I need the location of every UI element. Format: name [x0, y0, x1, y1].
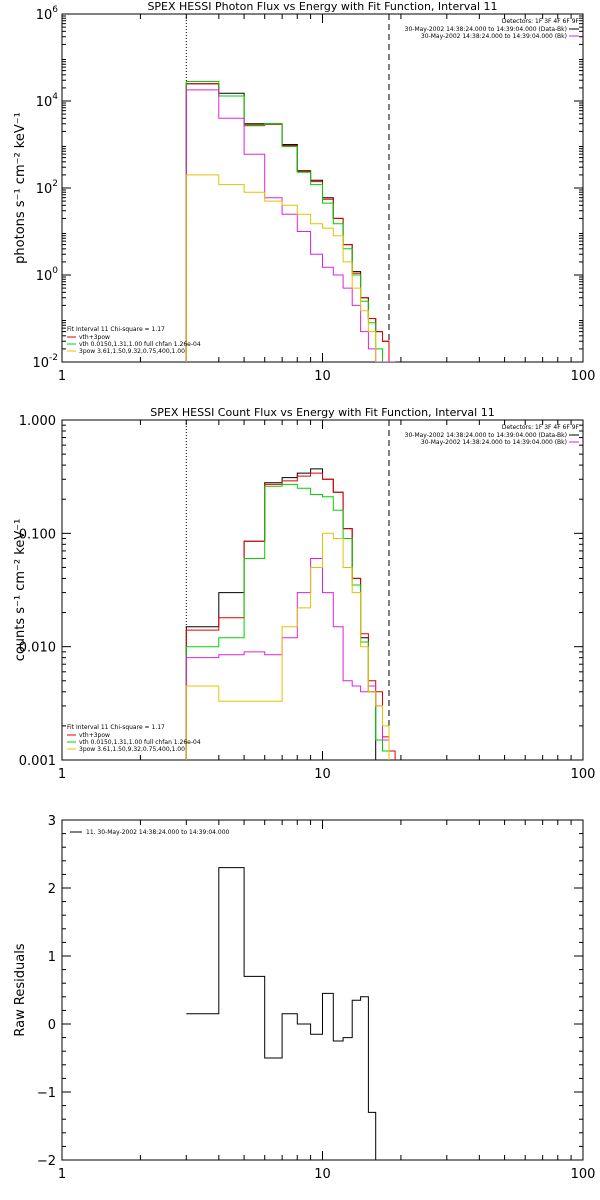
x-tick-label: 1	[58, 1167, 66, 1182]
series-5-line	[185, 174, 377, 362]
axes-frame	[61, 819, 584, 1161]
y-tick-label: 104	[36, 92, 59, 110]
fit-legend-entry: 3pow 3.61,1.50,9.32,0.75,400,1.00	[79, 348, 185, 355]
y-tick-label: 1	[48, 950, 56, 965]
interval-label: 30-May-2002 14:38:24.000 to 14:39:04.000…	[405, 26, 567, 33]
y-tick-label: 10-2	[32, 353, 58, 371]
series-2-line	[185, 472, 396, 760]
series-5-line	[185, 532, 390, 760]
x-tick-label: 10	[314, 767, 331, 782]
x-tick-label: 10	[314, 1167, 331, 1182]
series-4-line	[185, 89, 396, 362]
x-tick-label: 100	[571, 767, 596, 782]
y-tick-label: −1	[37, 1086, 56, 1101]
x-tick-label: 1	[58, 767, 66, 782]
fit-legend-entry: vth+3pow	[79, 732, 110, 739]
x-tick-label: 100	[571, 1167, 596, 1182]
y-tick-label: −2	[37, 1154, 56, 1169]
x-tick-label: 10	[314, 369, 331, 384]
x-tick-label: 1	[58, 369, 66, 384]
interval-label: 30-May-2002 14:38:24.000 to 14:39:04.000…	[421, 33, 567, 40]
y-tick-label: 0.100	[19, 527, 56, 542]
series-group	[186, 867, 389, 1160]
y-tick-label: 3	[48, 814, 56, 829]
chart-title: SPEX HESSI Count Flux vs Energy with Fit…	[150, 406, 494, 419]
series-3-line	[185, 483, 390, 760]
series-4-line	[185, 558, 390, 760]
series-1-line	[186, 867, 389, 1160]
chart-panel-1: SPEX HESSI Photon Flux vs Energy with Fi…	[13, 0, 595, 384]
fit-legend-entry: 3pow 3.61,1.50,9.32,0.75,400,1.00	[79, 746, 185, 753]
fit-legend-entry: vth+3pow	[79, 334, 110, 341]
series-group	[185, 81, 396, 362]
chart-title: SPEX HESSI Photon Flux vs Energy with Fi…	[147, 0, 497, 13]
detectors-label: Detectors: 1F 3F 4F 6F 9F	[502, 18, 580, 25]
fit-legend-title: Fit Interval 11 Chi-square = 1.17	[67, 326, 165, 333]
interval-label: 30-May-2002 14:38:24.000 to 14:39:04.000…	[421, 439, 567, 446]
y-tick-label: 106	[36, 5, 59, 23]
fit-legend-title: Fit Interval 11 Chi-square = 1.17	[67, 724, 165, 731]
series-1-line	[185, 468, 377, 760]
interval-label: 30-May-2002 14:38:24.000 to 14:39:04.000…	[405, 432, 567, 439]
fit-legend-entry: vth 0.0150,1.31,1.00 full chfan 1.26e-04	[79, 739, 201, 746]
y-axis-label: counts s⁻¹ cm⁻² keV⁻¹	[13, 519, 28, 662]
y-axis-label: photons s⁻¹ cm⁻² keV⁻¹	[13, 112, 28, 264]
series-3-line	[185, 81, 396, 362]
series-1-line	[185, 83, 390, 362]
y-tick-label: 2	[48, 882, 56, 897]
series-2-line	[185, 83, 396, 362]
fit-legend-entry: vth 0.0150,1.31,1.00 full chfan 1.26e-04	[79, 341, 201, 348]
y-tick-label: 102	[36, 179, 58, 197]
y-tick-label: 100	[36, 266, 59, 284]
y-tick-label: 1.000	[19, 414, 56, 429]
series-group	[185, 468, 396, 760]
residual-legend-label: 11. 30-May-2002 14:38:24.000 to 14:39:04…	[86, 829, 230, 836]
detectors-label: Detectors: 1F 3F 4F 6F 9F	[502, 424, 580, 431]
x-tick-label: 100	[571, 369, 596, 384]
y-tick-label: 0	[48, 1018, 56, 1033]
y-tick-label: 0.001	[19, 754, 56, 769]
y-axis-label: Raw Residuals	[13, 943, 28, 1036]
chart-panel-2: SPEX HESSI Count Flux vs Energy with Fit…	[13, 406, 595, 782]
y-tick-label: 0.010	[19, 641, 56, 656]
